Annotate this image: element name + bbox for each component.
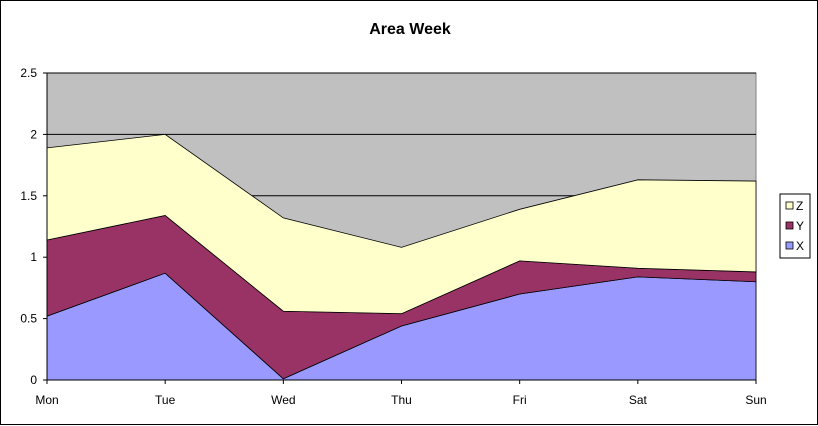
legend-swatch-x — [785, 241, 794, 250]
axes — [43, 72, 757, 384]
x-tick-label: Wed — [271, 393, 295, 407]
legend-swatch-z — [785, 201, 794, 210]
y-tick-label: 0.5 — [20, 312, 37, 326]
y-tick-label: 2 — [30, 127, 37, 141]
legend-label-y: Y — [796, 219, 804, 233]
y-tick-label: 0 — [30, 373, 37, 387]
legend-box — [779, 193, 811, 259]
y-tick-label: 1 — [30, 250, 37, 264]
x-tick-label: Mon — [35, 393, 58, 407]
y-tick-labels: 0 0.5 1 1.5 2 2.5 — [20, 66, 37, 387]
legend-label-x: X — [796, 239, 804, 253]
area-series-z — [46, 133, 757, 315]
x-tick-label: Fri — [513, 393, 527, 407]
y-tick-label: 2.5 — [20, 66, 37, 80]
legend: ZYX — [779, 193, 811, 259]
chart-title: Area Week — [369, 21, 451, 38]
y-tick-label: 1.5 — [20, 189, 37, 203]
x-tick-label: Tue — [155, 393, 176, 407]
x-tick-label: Thu — [391, 393, 412, 407]
x-tick-label: Sat — [629, 393, 648, 407]
x-tick-labels: Mon Tue Wed Thu Fri Sat Sun — [35, 393, 766, 407]
x-tick-label: Sun — [745, 393, 766, 407]
legend-label-z: Z — [796, 199, 803, 213]
legend-swatch-y — [785, 221, 794, 230]
